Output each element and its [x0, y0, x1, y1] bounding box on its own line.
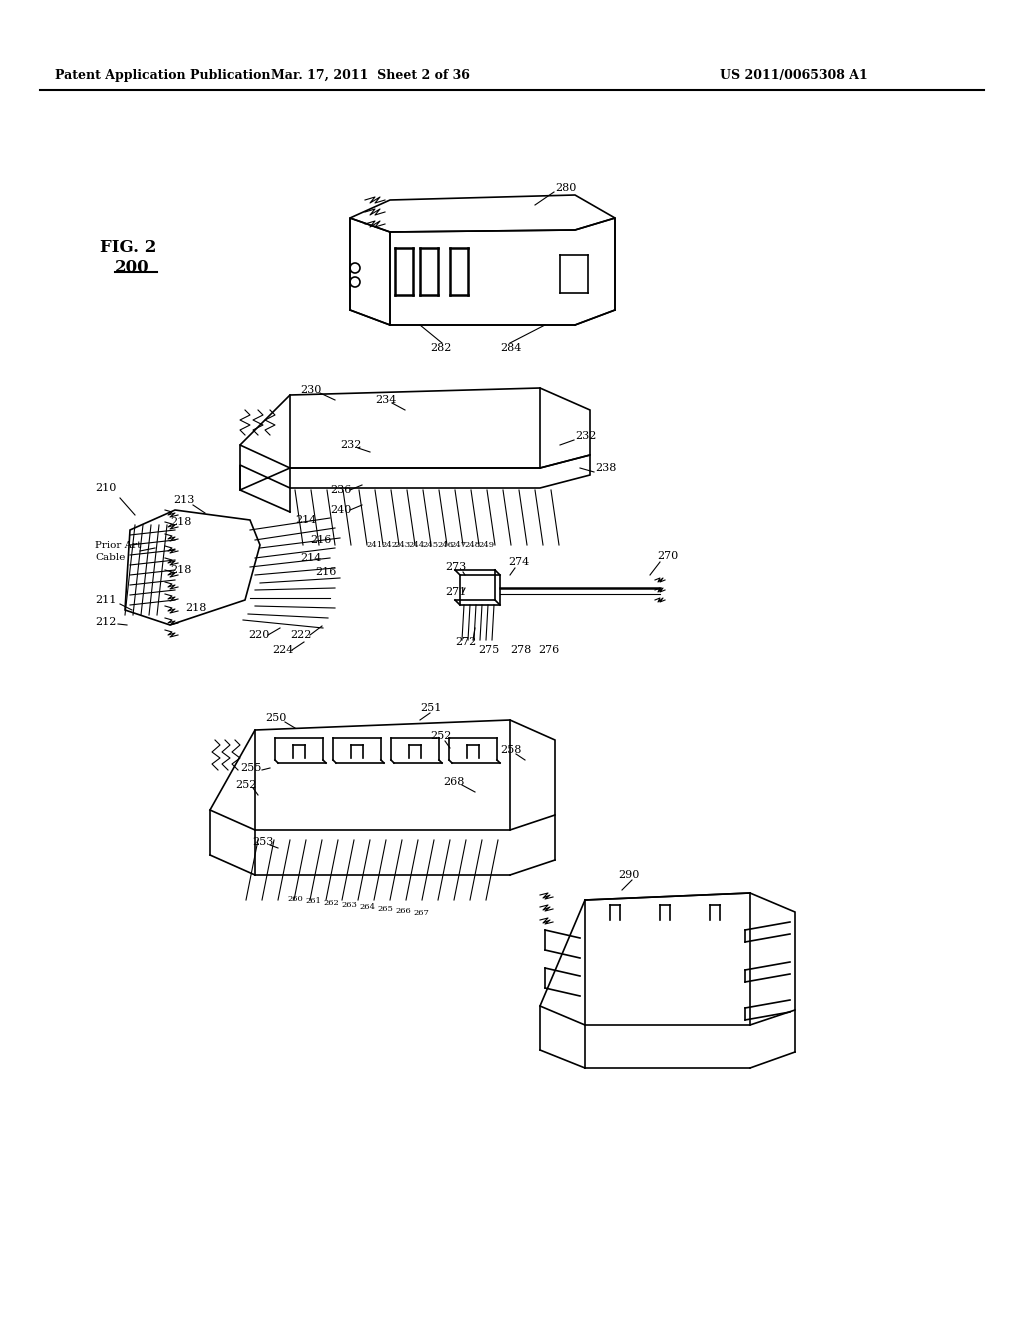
- Text: 232: 232: [340, 440, 361, 450]
- Text: 211: 211: [95, 595, 117, 605]
- Bar: [460, 576, 500, 605]
- Text: Patent Application Publication: Patent Application Publication: [55, 69, 270, 82]
- Text: 214: 214: [295, 515, 316, 525]
- Text: 213: 213: [173, 495, 195, 506]
- Text: 246: 246: [437, 541, 453, 549]
- Text: 245: 245: [423, 541, 439, 549]
- Text: 275: 275: [478, 645, 500, 655]
- Text: 252: 252: [430, 731, 452, 741]
- Text: US 2011/0065308 A1: US 2011/0065308 A1: [720, 69, 867, 82]
- Text: 210: 210: [95, 483, 117, 492]
- Text: 260: 260: [287, 895, 303, 903]
- Text: 243: 243: [395, 541, 411, 549]
- Text: 248: 248: [465, 541, 481, 549]
- Text: 268: 268: [443, 777, 464, 787]
- Text: 232: 232: [575, 432, 596, 441]
- Text: 284: 284: [500, 343, 521, 352]
- Text: 250: 250: [265, 713, 287, 723]
- Text: 255: 255: [240, 763, 261, 774]
- Text: 264: 264: [359, 903, 375, 911]
- Text: 244: 244: [409, 541, 425, 549]
- Text: 262: 262: [324, 899, 339, 907]
- Text: 216: 216: [315, 568, 336, 577]
- Text: 276: 276: [538, 645, 559, 655]
- Text: 200: 200: [115, 260, 150, 276]
- Text: 224: 224: [272, 645, 293, 655]
- Text: 218: 218: [170, 565, 191, 576]
- Text: 282: 282: [430, 343, 452, 352]
- Text: 234: 234: [375, 395, 396, 405]
- Text: Prior Art: Prior Art: [95, 540, 141, 549]
- Text: 242: 242: [381, 541, 397, 549]
- Text: 270: 270: [657, 550, 678, 561]
- Text: 236: 236: [330, 484, 351, 495]
- Text: 274: 274: [508, 557, 529, 568]
- Text: 290: 290: [618, 870, 639, 880]
- Text: 272: 272: [455, 638, 476, 647]
- Text: 267: 267: [413, 909, 429, 917]
- Text: 247: 247: [451, 541, 467, 549]
- Text: 273: 273: [445, 562, 466, 572]
- Text: 218: 218: [185, 603, 207, 612]
- Text: 222: 222: [290, 630, 311, 640]
- Text: 214: 214: [300, 553, 322, 564]
- Text: 216: 216: [310, 535, 332, 545]
- Text: 252: 252: [234, 780, 256, 789]
- Text: 212: 212: [95, 616, 117, 627]
- Text: 220: 220: [248, 630, 269, 640]
- Text: 266: 266: [395, 907, 411, 915]
- Text: 241: 241: [367, 541, 383, 549]
- Text: 253: 253: [252, 837, 273, 847]
- Text: FIG. 2: FIG. 2: [100, 239, 157, 256]
- Text: 261: 261: [305, 898, 321, 906]
- Text: Mar. 17, 2011  Sheet 2 of 36: Mar. 17, 2011 Sheet 2 of 36: [270, 69, 469, 82]
- Text: 218: 218: [170, 517, 191, 527]
- Text: 230: 230: [300, 385, 322, 395]
- Text: Cable: Cable: [95, 553, 125, 561]
- Text: 249: 249: [479, 541, 495, 549]
- Text: 278: 278: [510, 645, 531, 655]
- Text: 263: 263: [341, 902, 357, 909]
- Text: 238: 238: [595, 463, 616, 473]
- Text: 240: 240: [330, 506, 351, 515]
- Text: 258: 258: [500, 744, 521, 755]
- Text: 251: 251: [420, 704, 441, 713]
- Text: 271: 271: [445, 587, 466, 597]
- Text: 280: 280: [555, 183, 577, 193]
- Text: 265: 265: [377, 906, 393, 913]
